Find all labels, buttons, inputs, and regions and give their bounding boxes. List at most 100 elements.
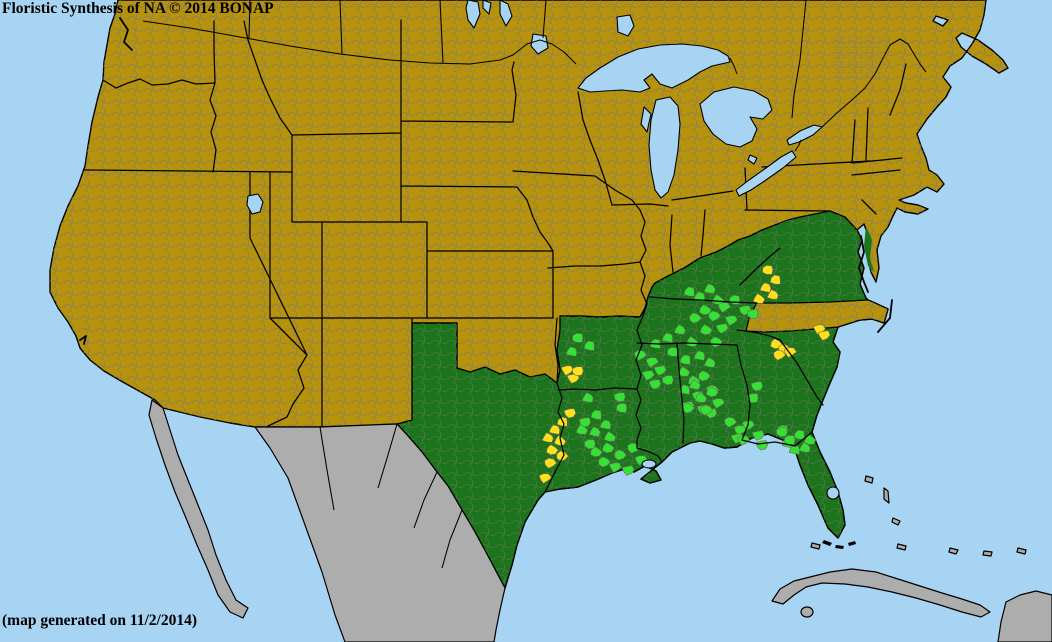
great-lakes — [246, 0, 840, 500]
county-present-marker — [667, 346, 679, 357]
lake-erie — [735, 150, 797, 197]
mexico-state-lines — [319, 423, 463, 569]
lake-superior — [577, 43, 731, 93]
lake-st-clair — [747, 154, 758, 165]
county-present-marker — [645, 357, 660, 368]
southern-state-border-lines — [544, 247, 824, 493]
dense-census-divisions-quebec — [832, 34, 884, 80]
county-rare-marker — [759, 282, 772, 293]
county-rare-marker — [817, 330, 831, 341]
county-present-marker — [648, 379, 662, 390]
county-present-marker — [717, 302, 732, 313]
county-rare-marker — [762, 264, 774, 275]
county-present-marker — [603, 431, 617, 442]
hispaniola — [997, 590, 1052, 642]
isle-of-youth — [800, 606, 814, 618]
county-present-marker — [590, 446, 603, 458]
green-bay — [640, 106, 652, 133]
map-title: Floristic Synthesis of NA © 2014 BONAP — [2, 0, 274, 17]
county-present-marker — [747, 309, 759, 320]
county-present-marker — [689, 312, 702, 324]
county-present-marker — [733, 425, 748, 436]
county-rare-marker — [544, 457, 558, 469]
county-rare-marker — [563, 408, 577, 419]
virginia-eastern-shore — [864, 226, 874, 272]
cuba — [771, 568, 991, 618]
county-present-marker — [661, 332, 674, 343]
county-rare-marker — [572, 366, 584, 377]
county-present-marker — [641, 370, 655, 381]
county-present-marker — [715, 323, 729, 334]
county-rare-marker — [766, 289, 779, 300]
county-present-marker — [706, 386, 719, 398]
county-present-marker — [703, 357, 716, 368]
county-present-marker — [729, 294, 741, 305]
county-present-marker — [693, 291, 706, 302]
baja-california-peninsula — [148, 399, 249, 619]
county-present-marker — [747, 393, 759, 404]
county-rare-marker — [769, 274, 781, 285]
county-present-marker — [583, 340, 595, 351]
county-present-marker — [750, 381, 764, 392]
county-present-marker — [653, 365, 667, 376]
county-present-marker — [700, 324, 713, 336]
county-present-marker — [608, 462, 622, 473]
county-rare-marker — [546, 444, 559, 456]
lake-okeechobee — [826, 486, 840, 500]
mexico-mainland — [254, 423, 506, 642]
lake-michigan — [648, 96, 681, 199]
county-present-marker — [711, 398, 726, 409]
county-present-marker — [703, 283, 716, 294]
county-present-marker — [784, 434, 796, 445]
canada-border-and-provinces — [142, 0, 927, 152]
county-present-marker — [598, 456, 611, 468]
county-present-marker — [788, 444, 801, 455]
county-present-marker — [614, 392, 626, 403]
county-present-marker — [614, 449, 627, 461]
county-present-marker — [693, 350, 706, 361]
county-rare-marker — [752, 293, 766, 304]
canadian-lakes — [465, 0, 635, 55]
county-present-marker — [688, 379, 701, 390]
county-present-marker — [616, 402, 628, 413]
county-present-marker — [599, 419, 612, 430]
county-present-marker — [708, 310, 722, 322]
county-rare-marker — [556, 450, 569, 462]
county-present-marker — [700, 404, 714, 416]
county-present-marker — [803, 434, 817, 445]
county-present-marker — [724, 416, 738, 428]
county-present-marker — [751, 430, 765, 441]
county-present-marker — [590, 409, 602, 420]
state-border-lines — [84, 19, 907, 427]
county-present-marker — [699, 304, 712, 316]
county-rare-marker — [773, 349, 787, 361]
county-present-marker — [588, 426, 601, 437]
county-present-marker — [673, 324, 686, 335]
county-present-marker — [575, 424, 589, 435]
county-present-marker — [694, 392, 708, 403]
county-present-marker — [698, 370, 711, 382]
county-present-marker — [724, 315, 738, 326]
county-present-marker — [565, 346, 578, 357]
lake-huron — [699, 86, 773, 148]
florida-keys — [822, 540, 856, 549]
county-rare-marker — [560, 365, 574, 376]
county-present-marker — [662, 375, 674, 386]
county-rare-marker — [538, 473, 553, 484]
county-present-marker — [572, 332, 584, 343]
lake-ontario — [786, 124, 823, 146]
great-salt-lake — [246, 193, 264, 215]
coastal-detail-lines — [79, 17, 893, 345]
county-present-marker — [578, 417, 592, 428]
county-present-marker — [683, 286, 695, 297]
county-rare-marker — [548, 424, 561, 435]
county-present-marker — [798, 442, 811, 453]
county-present-marker — [679, 354, 691, 365]
county-present-marker — [602, 442, 615, 454]
county-rare-marker — [541, 432, 554, 443]
map-generated-caption: (map generated on 11/2/2014) — [2, 612, 198, 629]
mexico-and-caribbean — [148, 399, 1052, 642]
county-present-marker — [581, 392, 594, 403]
